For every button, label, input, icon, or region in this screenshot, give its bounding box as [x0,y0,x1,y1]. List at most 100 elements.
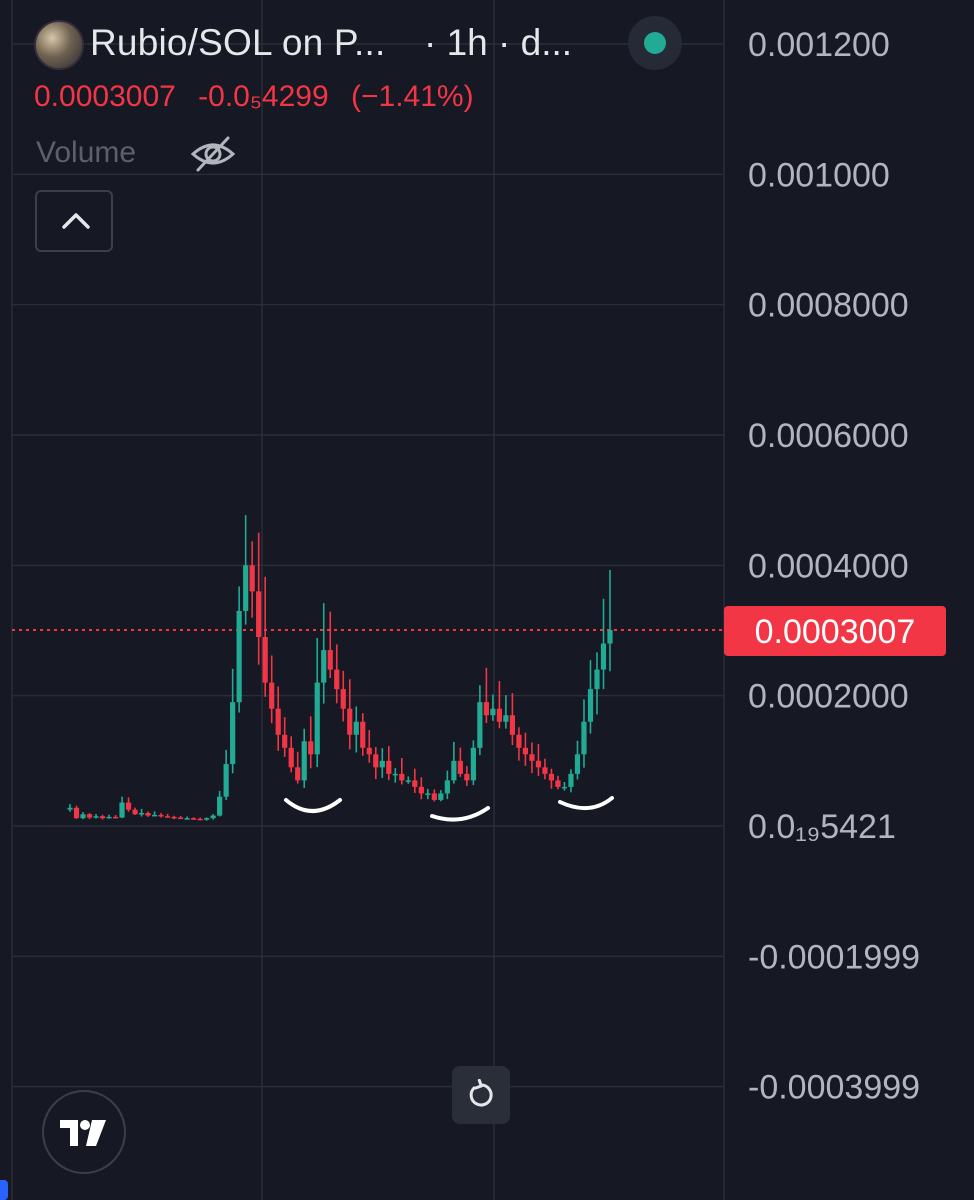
candle-body [171,816,177,819]
quote-row: 0.0003007 -0.0₅4299 (−1.41%) [34,80,488,114]
screen-edge-marker [0,1180,8,1200]
candle-body [269,682,275,709]
y-tick-label: 0.0₁₉5421 [748,808,896,846]
candle-body [399,773,405,781]
candle-body [470,747,476,781]
candle-body [451,760,457,781]
hand-drawn-annotations [284,796,614,822]
candle-body [119,802,125,818]
candle-body [327,650,333,670]
candle-body [314,682,320,755]
candle-body [431,793,437,800]
price-axis[interactable]: 0.001200 0.001000 0.0008000 0.0006000 0.0004… [748,26,920,1107]
y-tick-label: 0.0008000 [748,287,909,325]
last-price-tag-label: 0.0003007 [755,613,916,651]
candle-body [464,773,470,781]
y-tick-label: -0.0001999 [748,938,920,976]
candle-series [67,515,613,821]
candle-body [99,816,106,819]
bottom-annotation-1 [284,798,342,813]
status-dot-icon [644,32,666,54]
candle-body [542,767,548,774]
candle-body [490,708,496,716]
y-tick-label: 0.001200 [748,26,890,64]
candle-body [496,708,502,722]
candle-body [288,747,294,768]
candle-body [249,565,255,592]
candle-body [418,786,424,794]
candle-body [444,780,450,794]
last-price: 0.0003007 [34,80,176,113]
candle-body [178,817,184,820]
candle-body [425,793,431,795]
candle-body [334,669,340,690]
candle-body [138,812,145,815]
volume-label: Volume [36,136,137,169]
candle-body [80,814,86,819]
tradingview-logo-icon[interactable] [42,1090,126,1174]
candle-body [112,816,119,819]
candle-body [164,816,171,818]
y-tick-label: -0.0003999 [748,1069,920,1107]
candle-body [73,807,80,819]
y-tick-label: 0.0004000 [748,547,909,585]
candle-body [217,796,223,816]
candle-body [509,715,516,735]
candle-body [386,760,392,774]
candle-body [93,816,99,818]
bottom-annotation-2 [430,806,490,822]
candle-body [548,773,555,781]
chevron-up-icon [62,213,90,229]
candle-body [438,793,444,800]
candle-body [86,814,93,818]
candle-body [106,816,112,819]
candle-body [223,764,229,797]
candle-body [483,702,489,716]
candle-body [457,760,463,774]
candle-body [67,807,73,810]
symbol-title[interactable]: Rubio/SOL on P... [90,22,386,63]
y-tick-label: 0.0006000 [748,417,909,455]
candle-body [561,786,568,789]
candle-body [535,760,542,768]
candle-body [243,565,249,611]
candle-body [125,802,132,810]
candle-body [295,767,301,781]
candle-body [191,818,197,820]
candle-body [522,747,529,755]
price-change-percent: (−1.41%) [351,80,474,113]
candle-body [282,734,288,748]
candle-body [581,721,587,755]
candle-body [158,814,164,817]
candle-body [516,734,522,748]
candle-body [574,754,581,774]
chart-header: Rubio/SOL on P... · 1h · d... [34,14,724,74]
candle-body [392,773,398,776]
candle-body [321,650,327,683]
candle-body [366,747,372,755]
candle-body [412,780,418,787]
collapse-legend-button[interactable] [35,190,113,252]
candle-body [587,689,594,722]
candle-body [132,809,138,815]
market-status-indicator[interactable] [628,16,682,70]
candle-body [405,780,411,782]
candle-body [210,815,216,819]
eye-off-icon[interactable] [190,134,236,174]
candle-body [600,643,607,670]
candle-body [340,689,346,709]
candle-body [262,637,268,683]
y-tick-label: 0.0002000 [748,678,909,716]
bottom-annotation-3 [558,796,614,810]
rotate-ccw-icon [469,1079,493,1107]
chart-grid [11,0,725,1200]
candle-body [184,818,190,820]
reset-chart-button[interactable] [452,1066,510,1124]
candle-body [360,721,366,748]
price-change: -0.0₅4299 [198,80,329,113]
candle-body [353,721,359,735]
interval-label[interactable]: · 1h · d... [424,22,573,63]
candle-body [379,760,385,768]
candle-body [529,754,535,761]
